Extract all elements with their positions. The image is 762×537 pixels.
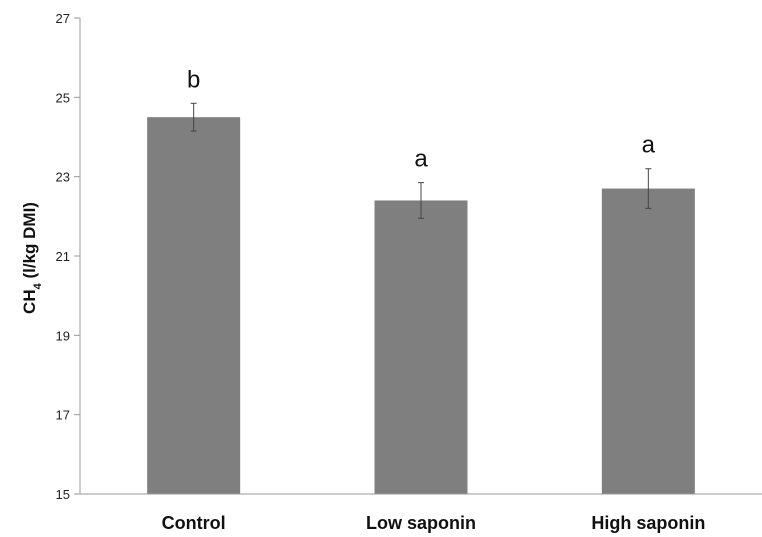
x-axis: Control Low saponin High saponin <box>80 493 762 533</box>
y-axis-label: CH4 (l/kg DMI) <box>20 202 44 314</box>
y-tick-label: 27 <box>56 11 70 26</box>
y-tick-label: 23 <box>56 170 70 185</box>
x-tick-label: Control <box>162 513 226 533</box>
significance-letter: b <box>187 66 200 93</box>
bar <box>374 200 468 494</box>
bar <box>147 117 241 495</box>
y-tick-label: 15 <box>56 487 70 502</box>
y-tick-label: 25 <box>56 90 70 105</box>
y-tick-label: 21 <box>56 249 70 264</box>
y-axis-label-rest: (l/kg DMI) <box>20 202 39 283</box>
y-axis-label-subscript: 4 <box>32 282 44 289</box>
significance-letter: a <box>642 132 656 159</box>
bars: b a a <box>147 66 695 495</box>
y-tick-label: 19 <box>56 328 70 343</box>
bar <box>601 188 695 495</box>
x-tick-label: Low saponin <box>366 513 476 533</box>
y-axis-label-main: CH <box>20 289 39 314</box>
y-tick-label: 17 <box>56 408 70 423</box>
y-axis: 15 17 19 21 23 25 27 <box>56 11 81 502</box>
x-tick-label: High saponin <box>591 513 705 533</box>
significance-letter: a <box>414 146 428 173</box>
